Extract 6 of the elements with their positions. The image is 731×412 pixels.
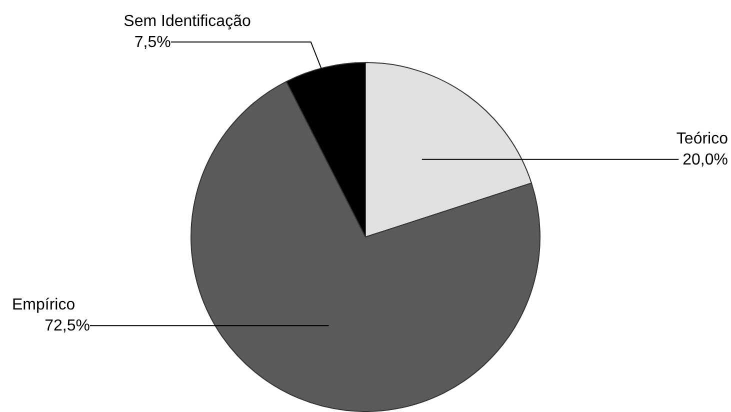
- data-label: 20,0%: [682, 151, 728, 168]
- data-label: 72,5%: [44, 318, 90, 335]
- slice-label: Sem Identificação: [124, 13, 251, 30]
- data-label: 7,5%: [134, 34, 171, 51]
- slice-label: Teórico: [676, 130, 728, 148]
- slice-label: Empírico: [12, 296, 76, 314]
